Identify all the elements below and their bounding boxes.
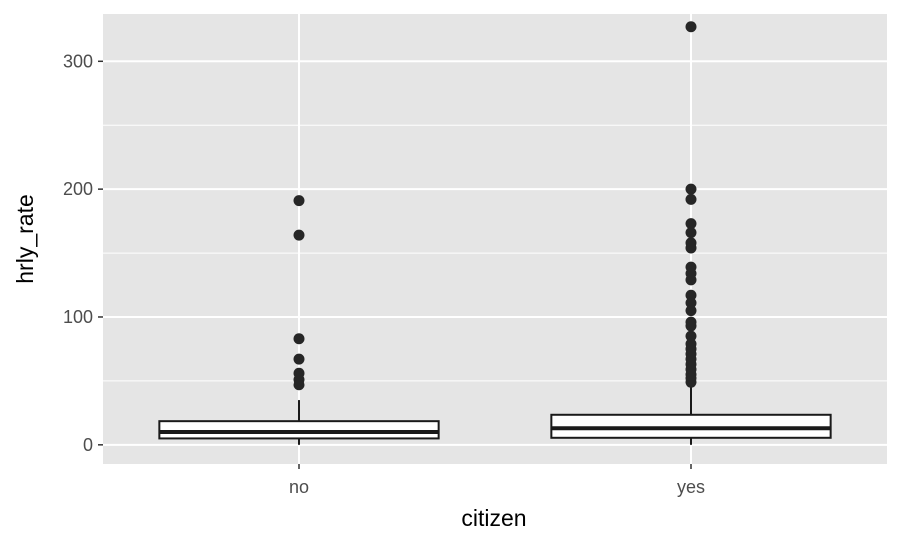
box-layer	[158, 21, 832, 445]
outlier-point	[685, 193, 697, 205]
outlier-point	[293, 353, 305, 365]
box-no	[158, 195, 440, 445]
outlier-point	[685, 21, 697, 33]
x-axis-title: citizen	[461, 505, 526, 531]
outlier-point	[293, 333, 305, 345]
outlier-point	[685, 183, 697, 195]
outlier-point	[685, 289, 697, 301]
x-tick-label: yes	[677, 477, 705, 497]
outlier-point	[685, 227, 697, 239]
outlier-point	[293, 229, 305, 241]
y-axis-title: hrly_rate	[12, 194, 38, 283]
y-tick-label: 300	[63, 51, 93, 71]
outlier-point	[293, 379, 305, 391]
outlier-point	[685, 274, 697, 286]
y-tick-label: 0	[83, 435, 93, 455]
outlier-point	[685, 218, 697, 230]
axes: 0 100 200 300 no yes	[63, 51, 705, 497]
outlier-point	[293, 195, 305, 207]
y-tick-label: 200	[63, 179, 93, 199]
iqr-box	[158, 420, 440, 440]
outlier-point	[685, 320, 697, 332]
outlier-point	[685, 376, 697, 388]
outlier-point	[685, 242, 697, 254]
x-tick-label: no	[289, 477, 309, 497]
outlier-point	[685, 297, 697, 309]
box-yes	[550, 21, 832, 445]
outlier-point	[685, 305, 697, 317]
outlier-point	[685, 330, 697, 342]
plot-panel	[103, 14, 887, 464]
y-tick-label: 100	[63, 307, 93, 327]
